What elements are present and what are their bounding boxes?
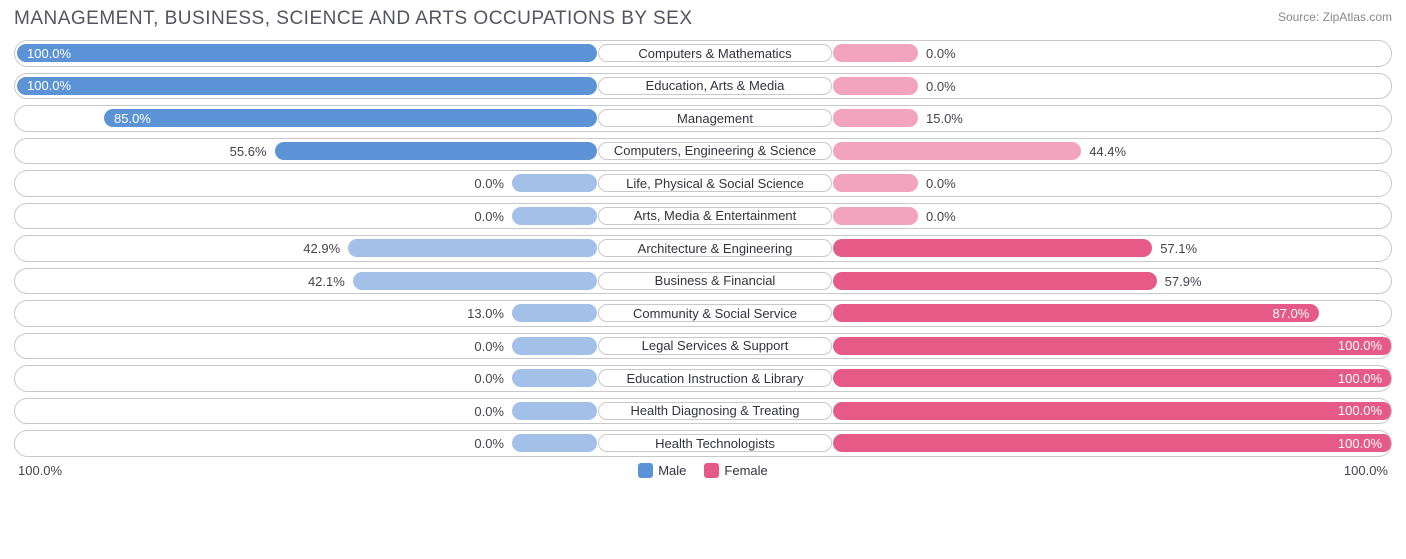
chart-row: 42.1% 57.9% Business & Financial — [14, 268, 1392, 295]
male-pct-label: 0.0% — [474, 404, 504, 419]
male-pct-label: 100.0% — [27, 78, 71, 93]
female-pct-label: 100.0% — [1338, 403, 1382, 418]
male-pct-label: 0.0% — [474, 371, 504, 386]
chart-title: MANAGEMENT, BUSINESS, SCIENCE AND ARTS O… — [14, 8, 693, 30]
female-pct-label: 87.0% — [1272, 306, 1309, 321]
female-bar: 100.0% — [833, 337, 1392, 355]
male-bar — [348, 239, 597, 257]
category-label: Computers & Mathematics — [598, 44, 832, 62]
category-label: Architecture & Engineering — [598, 239, 832, 257]
female-pct-label: 100.0% — [1338, 436, 1382, 451]
male-pct-label: 85.0% — [114, 111, 151, 126]
chart-rows: 100.0%0.0%Computers & Mathematics100.0%0… — [14, 40, 1392, 457]
male-pct-label: 55.6% — [230, 144, 267, 159]
legend-item: Female — [704, 463, 767, 478]
category-label: Arts, Media & Entertainment — [598, 207, 832, 225]
male-pct-label: 0.0% — [474, 436, 504, 451]
legend-label: Female — [724, 463, 767, 478]
chart-row: 100.0% 0.0% Computers & Mathematics — [14, 40, 1392, 67]
chart-container: MANAGEMENT, BUSINESS, SCIENCE AND ARTS O… — [0, 0, 1406, 559]
male-bar — [512, 434, 597, 452]
category-label: Legal Services & Support — [598, 337, 832, 355]
male-bar — [512, 402, 597, 420]
female-bar — [833, 142, 1081, 160]
category-label: Management — [598, 109, 832, 127]
male-pct-label: 0.0% — [474, 176, 504, 191]
male-pct-label: 0.0% — [474, 339, 504, 354]
chart-row: 42.9% 57.1% Architecture & Engineering — [14, 235, 1392, 262]
source-label: Source: — [1278, 10, 1319, 24]
female-pct-label: 0.0% — [926, 46, 956, 61]
female-pct-label: 0.0% — [926, 209, 956, 224]
chart-row: 0.0% 100.0% Education Instruction & Librar… — [14, 365, 1392, 392]
category-label: Health Technologists — [598, 434, 832, 452]
male-bar — [353, 272, 597, 290]
category-label: Education Instruction & Library — [598, 369, 832, 387]
legend-swatch — [704, 463, 719, 478]
axis-label-left: 100.0% — [18, 463, 62, 478]
female-pct-label: 44.4% — [1089, 144, 1126, 159]
chart-row: 100.0% 0.0% Education, Arts & Media — [14, 73, 1392, 100]
male-pct-label: 100.0% — [27, 46, 71, 61]
male-bar — [275, 142, 597, 160]
male-bar — [512, 369, 597, 387]
category-label: Community & Social Service — [598, 304, 832, 322]
chart-footer: 100.0% Male Female 100.0% — [14, 463, 1392, 478]
female-pct-label: 100.0% — [1338, 338, 1382, 353]
female-pct-label: 0.0% — [926, 176, 956, 191]
female-bar — [833, 174, 918, 192]
chart-row: 0.0% 0.0% Life, Physical & Social Science — [14, 170, 1392, 197]
male-bar — [512, 337, 597, 355]
chart-row: 85.0% 15.0% Management — [14, 105, 1392, 132]
male-bar: 100.0% — [17, 44, 597, 62]
chart-source: Source: ZipAtlas.com — [1278, 8, 1392, 24]
female-bar — [833, 77, 918, 95]
female-pct-label: 0.0% — [926, 79, 956, 94]
chart-row: 0.0% 100.0% Health Technologists — [14, 430, 1392, 457]
chart-row: 0.0% 0.0% Arts, Media & Entertainment — [14, 203, 1392, 230]
male-pct-label: 0.0% — [474, 209, 504, 224]
chart-row: 55.6% 44.4% Computers, Engineering & Scien… — [14, 138, 1392, 165]
legend: Male Female — [638, 463, 768, 478]
chart-row: 0.0% 100.0% Health Diagnosing & Treating — [14, 398, 1392, 425]
chart-header: MANAGEMENT, BUSINESS, SCIENCE AND ARTS O… — [14, 8, 1392, 30]
female-bar — [833, 239, 1152, 257]
source-name: ZipAtlas.com — [1323, 10, 1392, 24]
female-bar: 100.0% — [833, 402, 1392, 420]
category-label: Life, Physical & Social Science — [598, 174, 832, 192]
category-label: Education, Arts & Media — [598, 77, 832, 95]
female-bar — [833, 272, 1157, 290]
female-bar: 87.0% — [833, 304, 1319, 322]
male-pct-label: 13.0% — [467, 306, 504, 321]
chart-row: 13.0% 87.0% Community & Social Service — [14, 300, 1392, 327]
category-label: Computers, Engineering & Science — [598, 142, 832, 160]
chart-row: 0.0% 100.0% Legal Services & Support — [14, 333, 1392, 360]
male-bar — [512, 207, 597, 225]
male-bar: 85.0% — [104, 109, 597, 127]
male-pct-label: 42.9% — [303, 241, 340, 256]
category-label: Health Diagnosing & Treating — [598, 402, 832, 420]
female-pct-label: 15.0% — [926, 111, 963, 126]
female-bar — [833, 207, 918, 225]
female-bar: 100.0% — [833, 434, 1392, 452]
female-bar: 100.0% — [833, 369, 1392, 387]
female-bar — [833, 44, 918, 62]
female-pct-label: 57.9% — [1165, 274, 1202, 289]
male-bar: 100.0% — [17, 77, 597, 95]
legend-label: Male — [658, 463, 686, 478]
legend-item: Male — [638, 463, 686, 478]
male-pct-label: 42.1% — [308, 274, 345, 289]
female-pct-label: 100.0% — [1338, 371, 1382, 386]
male-bar — [512, 304, 597, 322]
legend-swatch — [638, 463, 653, 478]
male-bar — [512, 174, 597, 192]
category-label: Business & Financial — [598, 272, 832, 290]
axis-label-right: 100.0% — [1344, 463, 1388, 478]
female-bar — [833, 109, 918, 127]
female-pct-label: 57.1% — [1160, 241, 1197, 256]
